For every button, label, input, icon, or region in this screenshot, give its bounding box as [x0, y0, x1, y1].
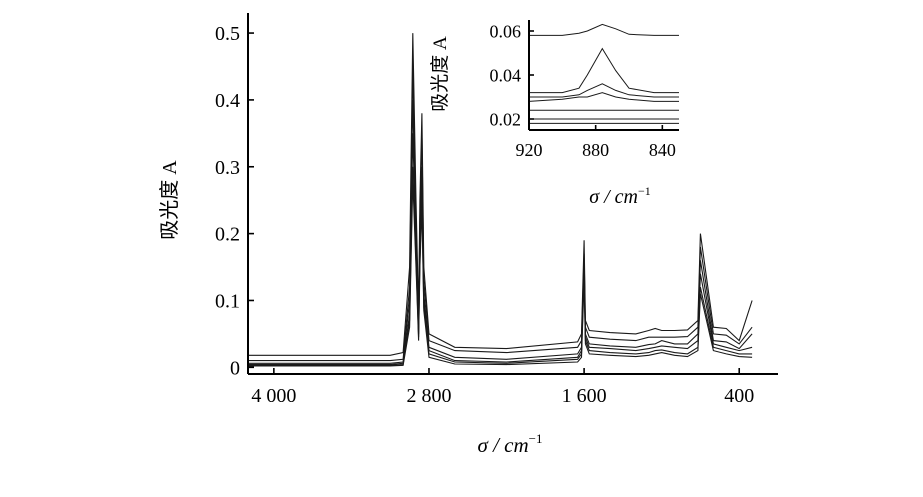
inset-series-line — [529, 92, 679, 102]
inset-series-group — [529, 23, 679, 124]
main-y-axis-label: 吸光度 A — [158, 160, 181, 240]
main-y-tick-label: 0 — [230, 357, 240, 379]
main-x-tick-label: 1 600 — [562, 385, 607, 407]
inset-series-line — [529, 23, 679, 36]
main-y-tick-label: 0.3 — [215, 157, 240, 179]
main-x-axis-label-text: σ / cm — [477, 433, 528, 457]
inset-chart: 0.02 0.04 0.06 920 880 840 吸光度 A σ / cm−1 — [429, 20, 679, 208]
main-x-tick-label: 4 000 — [251, 385, 296, 407]
inset-y-tick-label: 0.02 — [490, 109, 522, 129]
main-x-axis-label: σ / cm−1 — [477, 431, 542, 457]
main-x-tick-label: 2 800 — [406, 385, 451, 407]
main-series-line — [248, 180, 753, 367]
main-y-tick-label: 0.5 — [215, 23, 240, 45]
inset-y-tick-label: 0.04 — [490, 65, 522, 85]
inset-x-tick-label: 840 — [649, 140, 676, 160]
main-y-tick-label: 0.4 — [215, 90, 240, 112]
main-y-tick-label: 0.1 — [215, 290, 240, 312]
inset-x-axis-label: σ / cm−1 — [589, 184, 651, 208]
inset-y-axis-label: 吸光度 A — [429, 36, 451, 112]
inset-x-axis-label-text: σ / cm — [589, 186, 638, 208]
inset-x-tick-label: 880 — [582, 140, 609, 160]
main-x-axis-label-sup: −1 — [529, 431, 543, 446]
main-x-tick-label: 400 — [724, 385, 754, 407]
main-series-line — [248, 99, 753, 364]
inset-series-line — [529, 47, 679, 94]
main-tick-group: 0 0.1 0.2 0.3 0.4 0.5 4 000 2 800 1 600 400 — [215, 23, 754, 407]
inset-y-tick-label: 0.06 — [490, 21, 522, 41]
inset-background — [529, 20, 679, 130]
main-axes — [247, 13, 778, 375]
inset-x-tick-label: 920 — [516, 140, 543, 160]
main-series-line — [248, 166, 753, 366]
inset-tick-group: 0.02 0.04 0.06 920 880 840 — [490, 21, 676, 160]
main-y-tick-label: 0.2 — [215, 224, 240, 246]
main-chart: 0 0.1 0.2 0.3 0.4 0.5 4 000 2 800 1 600 400 吸光度 A… — [158, 13, 778, 457]
main-series-group — [248, 33, 753, 367]
inset-x-axis-label-sup: −1 — [638, 184, 651, 198]
inset-series-line — [529, 83, 679, 98]
